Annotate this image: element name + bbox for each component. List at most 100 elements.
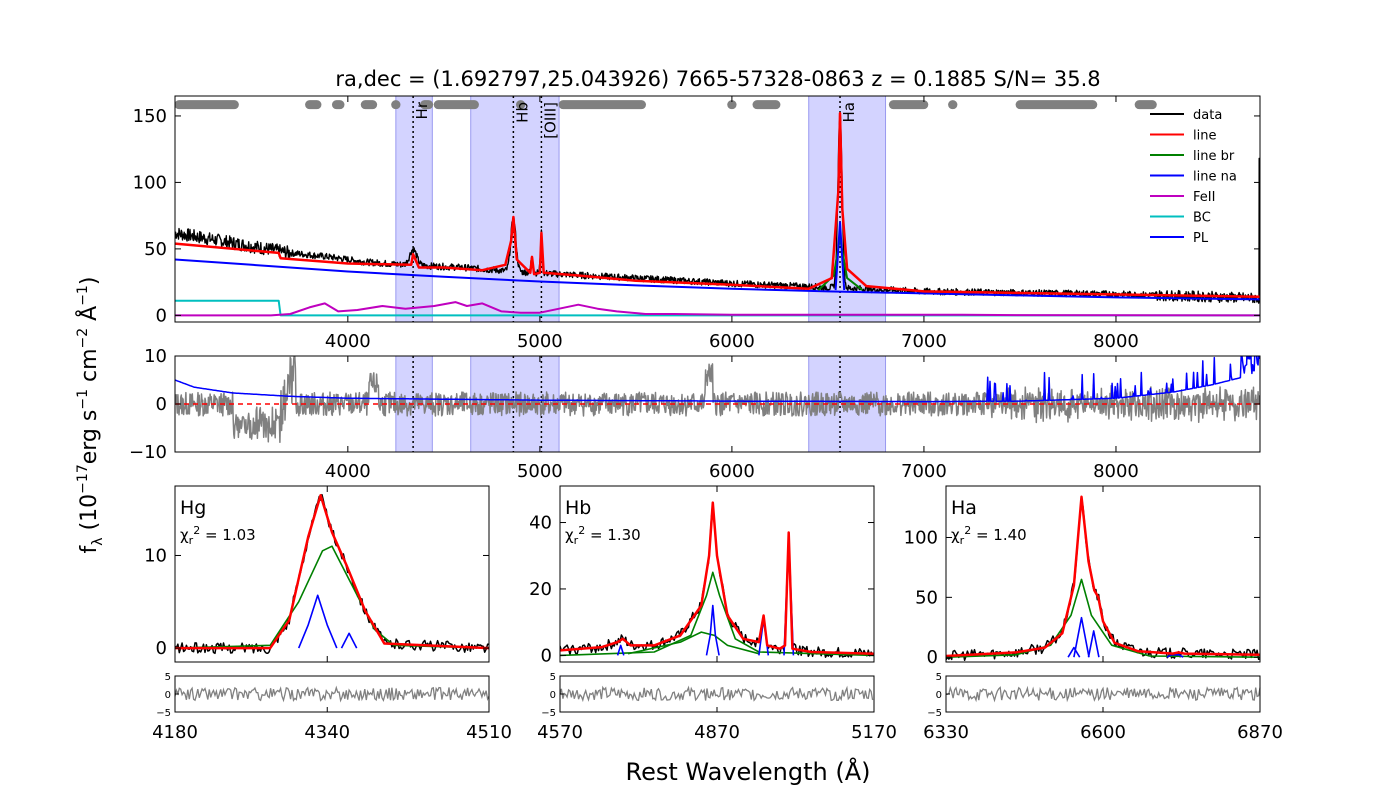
line-na-1-series — [297, 594, 338, 649]
subresidual-series — [559, 685, 874, 703]
line-marker-label: Hr — [413, 101, 431, 119]
y-tick-label: 10 — [144, 346, 167, 367]
line-na-fe-series — [616, 644, 625, 656]
x-tick-label: 6330 — [923, 722, 969, 743]
y-label-sub: λ — [90, 537, 106, 545]
y-tick-label: −5 — [156, 708, 171, 719]
x-tick-label: 4000 — [325, 331, 371, 352]
Ha-panel — [946, 495, 1260, 661]
legend-entry: data — [1193, 108, 1222, 123]
line-na-series — [705, 604, 720, 656]
line-na-2-series — [1067, 646, 1081, 658]
y-tick-label: 0 — [165, 690, 171, 701]
Hb-line-label: Hb — [565, 497, 591, 519]
line-fit-series — [175, 112, 1260, 298]
line-na-4-series — [1166, 653, 1184, 658]
y-tick-label: −5 — [541, 708, 556, 719]
line-fit-series — [560, 501, 874, 655]
data-series — [175, 115, 1260, 304]
pl-series — [175, 258, 1260, 301]
x-tick-label: 4870 — [694, 722, 740, 743]
line-br-series — [175, 545, 489, 649]
line-marker-label: [OIII] — [541, 102, 559, 139]
line-fit-series — [175, 494, 489, 650]
y-tick-label: 50 — [915, 587, 938, 608]
Hg-line-label: Hg — [180, 497, 206, 519]
figure-title: ra,dec = (1.692797,25.043926) 7665-57328… — [335, 67, 1100, 91]
y-tick-label: 0 — [156, 305, 167, 326]
y-label-exp-a: −17 — [75, 464, 91, 494]
res-axes: 4000 5000 6000 7000 8000 −10 0 10 — [129, 346, 1261, 482]
x-tick-label: 5000 — [517, 331, 563, 352]
Hb-panel — [560, 501, 874, 658]
x-tick-label: 6870 — [1237, 722, 1283, 743]
x-tick-label: 5170 — [851, 722, 897, 743]
x-tick-label: 7000 — [901, 331, 947, 352]
x-axis-label: Rest Wavelength (Å) — [625, 757, 870, 786]
legend-entry: line — [1193, 129, 1216, 144]
x-tick-label: 7000 — [901, 461, 947, 482]
y-tick-label: 40 — [529, 513, 552, 534]
Ha-chi2-label: χr2 = 1.40 — [951, 524, 1027, 547]
x-tick-label: 5000 — [517, 461, 563, 482]
y-tick-label: 100 — [133, 172, 167, 193]
legend-entry: line na — [1193, 170, 1237, 185]
x-tick-label: 8000 — [1093, 461, 1139, 482]
fit-window — [470, 96, 560, 322]
y-tick-label: −10 — [129, 442, 167, 463]
y-label-e: ) — [77, 277, 102, 286]
y-label-b: erg s — [77, 410, 102, 465]
Hb-axes: 0 20 40 — [529, 485, 875, 666]
legend-entry: line br — [1193, 149, 1235, 164]
y-tick-label: 5 — [936, 672, 942, 683]
subresidual-series — [945, 685, 1261, 703]
line-br-2-series — [627, 631, 760, 655]
y-tick-label: 5 — [165, 672, 171, 683]
line-br-series — [560, 571, 874, 657]
bc-series — [175, 299, 1260, 317]
y-tick-label: 5 — [550, 672, 556, 683]
line-na-2-series — [340, 632, 358, 649]
Hg-chi2-label: χr2 = 1.03 — [180, 524, 256, 547]
y-label-d: Å — [75, 306, 102, 328]
line-marker-label: Ha — [840, 102, 858, 122]
subresidual-series — [174, 685, 490, 703]
line-na-series — [834, 221, 846, 291]
y-label-exp-c: −2 — [75, 328, 91, 349]
fit-window — [808, 96, 887, 322]
x-tick-label: 8000 — [1093, 331, 1139, 352]
y-tick-label: 0 — [156, 638, 167, 659]
Ha-axes: 0 50 100 — [904, 485, 1261, 668]
legend-entry: PL — [1193, 231, 1209, 246]
residual-panel — [175, 356, 1260, 452]
residual-series — [175, 356, 1260, 444]
y-tick-label: 0 — [550, 690, 556, 701]
y-label-a: (10 — [77, 494, 102, 538]
y-tick-label: 20 — [529, 579, 552, 600]
x-tick-label: 6600 — [1080, 722, 1126, 743]
Hb-frame — [559, 485, 875, 663]
feii-series — [175, 301, 1260, 317]
x-tick-label: 4000 — [325, 461, 371, 482]
y-tick-label: 150 — [133, 106, 167, 127]
y-tick-label: 10 — [144, 545, 167, 566]
fit-window — [395, 96, 433, 322]
main-frame — [174, 95, 1261, 323]
legend-entry: BC — [1193, 211, 1211, 226]
line-na-series — [1073, 616, 1090, 658]
Hg-subresidual: 5 0 −5 4180 4340 4510 — [152, 672, 512, 743]
Ha-subresidual: 5 0 −5 6330 6600 6870 — [923, 672, 1283, 743]
y-tick-label: −5 — [927, 708, 942, 719]
legend-entry: FeII — [1193, 190, 1215, 205]
residual-blue-series — [175, 356, 1260, 403]
Hg-axes: 0 10 — [144, 485, 490, 663]
x-tick-label: 4510 — [466, 722, 512, 743]
y-label-c: cm — [77, 348, 102, 389]
x-tick-label: 4570 — [537, 722, 583, 743]
main-panel — [175, 96, 1260, 322]
y-label-exp-d: −1 — [75, 285, 91, 306]
Hg-frame — [174, 485, 490, 663]
data-series — [946, 497, 1260, 661]
y-tick-label: 50 — [144, 239, 167, 260]
